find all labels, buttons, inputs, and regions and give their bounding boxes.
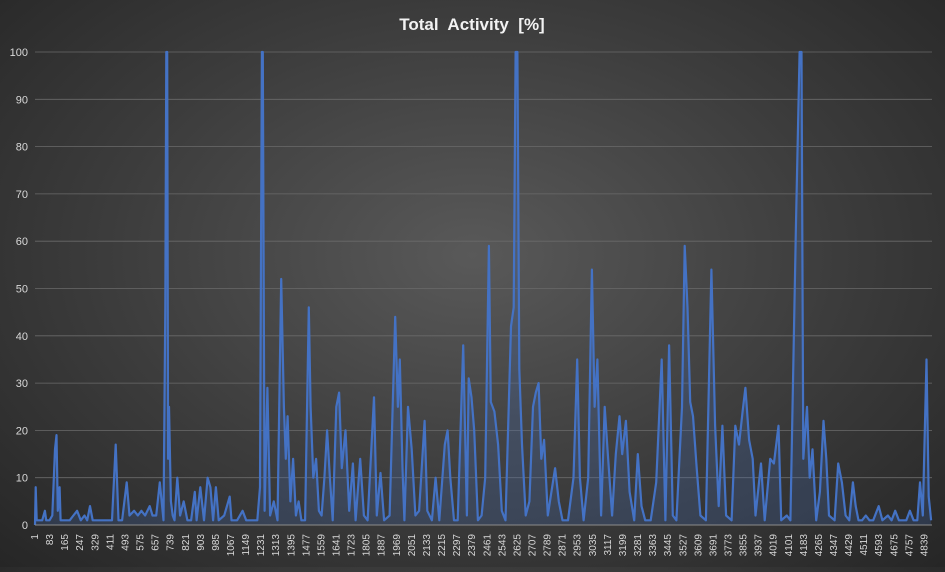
x-tick-label: 83 — [45, 534, 56, 546]
x-tick-label: 3281 — [633, 534, 644, 557]
x-tick-label: 4757 — [904, 534, 915, 557]
x-tick-label: 3855 — [739, 534, 750, 557]
x-tick-label: 4675 — [889, 534, 900, 557]
x-tick-label: 2461 — [482, 534, 493, 557]
x-tick-label: 3445 — [663, 534, 674, 557]
x-tick-label: 1395 — [286, 534, 297, 557]
series-line — [33, 50, 933, 526]
x-tick-label: 2543 — [497, 534, 508, 557]
x-tick-label: 1477 — [301, 534, 312, 557]
y-tick-label: 60 — [16, 236, 28, 248]
x-tick-label: 3527 — [678, 534, 689, 557]
y-tick-label: 70 — [16, 189, 28, 201]
x-tick-label: 1313 — [271, 534, 282, 557]
x-tick-label: 1887 — [377, 534, 388, 557]
x-tick-label: 2953 — [573, 534, 584, 557]
x-tick-label: 411 — [105, 534, 116, 550]
x-tick-label: 1969 — [392, 534, 403, 557]
x-tick-label: 3691 — [708, 534, 719, 557]
x-tick-label: 2625 — [512, 534, 523, 557]
x-tick-label: 1559 — [316, 534, 327, 557]
x-tick-label: 3117 — [603, 534, 614, 556]
gridlines — [35, 51, 932, 479]
x-tick-label: 1805 — [362, 534, 373, 557]
x-tick-label: 985 — [211, 534, 222, 551]
x-tick-label: 2707 — [527, 534, 538, 557]
x-tick-label: 1723 — [347, 534, 358, 557]
x-tick-label: 3937 — [754, 534, 765, 557]
x-tick-label: 1641 — [332, 534, 343, 557]
y-tick-label: 10 — [16, 473, 28, 485]
x-tick-label: 3199 — [618, 534, 629, 557]
chart-title: Total Activity [%] — [399, 15, 544, 34]
x-tick-label: 4183 — [799, 534, 810, 557]
x-tick-label: 3035 — [588, 534, 599, 557]
x-tick-label: 657 — [151, 534, 162, 551]
x-tick-label: 575 — [136, 534, 147, 551]
y-tick-label: 30 — [16, 378, 28, 390]
x-axis-tick-labels: 1 83 165 247 329 411 493 575 657 739 821 903 985 1067… — [30, 534, 930, 557]
y-tick-label: 0 — [22, 520, 28, 532]
y-tick-label: 20 — [16, 425, 28, 437]
x-tick-label: 1067 — [226, 534, 237, 557]
x-tick-label: 165 — [60, 534, 71, 551]
x-tick-label: 1149 — [241, 534, 252, 556]
x-tick-label: 4347 — [829, 534, 840, 557]
y-tick-label: 100 — [10, 47, 28, 59]
x-tick-label: 4019 — [769, 534, 780, 557]
x-tick-label: 4839 — [919, 534, 930, 557]
x-tick-label: 2789 — [543, 534, 554, 557]
x-tick-label: 739 — [166, 534, 177, 551]
x-tick-label: 4265 — [814, 534, 825, 557]
x-tick-label: 2297 — [452, 534, 463, 557]
x-tick-label: 4593 — [874, 534, 885, 557]
y-tick-label: 50 — [16, 284, 28, 296]
x-tick-label: 2215 — [437, 534, 448, 557]
x-tick-label: 903 — [196, 534, 207, 551]
x-tick-label: 4429 — [844, 534, 855, 557]
y-tick-label: 80 — [16, 142, 28, 154]
x-tick-label: 2051 — [407, 534, 418, 557]
x-tick-label: 3363 — [648, 534, 659, 557]
x-tick-label: 2871 — [558, 534, 569, 557]
x-tick-label: 4511 — [859, 534, 870, 556]
x-tick-label: 3609 — [693, 534, 704, 557]
x-tick-label: 821 — [181, 534, 192, 551]
x-tick-label: 2133 — [422, 534, 433, 557]
x-tick-label: 247 — [75, 534, 86, 551]
x-tick-label: 493 — [120, 534, 131, 551]
y-tick-label: 40 — [16, 331, 28, 343]
x-tick-label: 4101 — [784, 534, 795, 557]
x-tick-label: 1 — [30, 534, 41, 540]
x-tick-label: 329 — [90, 534, 101, 551]
y-axis-tick-labels: 0 10 20 30 40 50 60 70 80 90 100 — [10, 47, 28, 532]
y-tick-label: 90 — [16, 94, 28, 106]
x-tick-label: 3773 — [723, 534, 734, 557]
series-area — [33, 50, 933, 526]
x-tick-label: 2379 — [467, 534, 478, 557]
x-tick-label: 1231 — [256, 534, 267, 557]
